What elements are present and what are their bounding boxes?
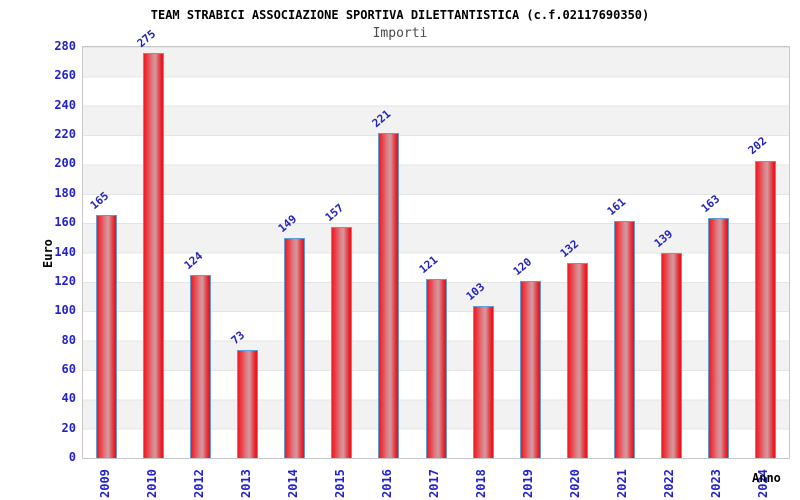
bar xyxy=(660,252,682,458)
x-tick-label: 2020 xyxy=(568,469,583,498)
x-tick-label: 2023 xyxy=(709,469,724,498)
y-tick-label: 280 xyxy=(54,39,76,53)
y-tick-label: 40 xyxy=(61,391,76,406)
x-tick-label: 2009 xyxy=(97,469,112,498)
y-tick-label: 240 xyxy=(54,97,76,112)
bar xyxy=(284,238,306,458)
x-tick-label: 2013 xyxy=(238,469,253,498)
y-tick-label: 140 xyxy=(54,244,76,259)
y-tick-label: 80 xyxy=(61,332,76,347)
x-tick-label: 2016 xyxy=(379,469,394,498)
y-tick-label: 60 xyxy=(61,361,76,376)
bar xyxy=(237,349,259,458)
bar xyxy=(143,53,165,458)
x-tick-label: 2012 xyxy=(191,469,206,498)
bar xyxy=(331,226,353,458)
bar xyxy=(378,132,400,458)
y-tick-label: 160 xyxy=(54,215,76,230)
bar xyxy=(519,280,541,458)
chart-subtitle: Importi xyxy=(372,26,428,41)
x-tick-label: 2022 xyxy=(662,469,677,498)
bar xyxy=(472,305,494,458)
x-tick-label: 2015 xyxy=(332,469,347,498)
bar xyxy=(96,214,118,458)
bar xyxy=(425,279,447,458)
plot-area xyxy=(82,46,790,459)
y-tick-label: 260 xyxy=(54,68,76,83)
y-tick-label: 0 xyxy=(68,450,76,464)
bar xyxy=(754,160,776,458)
x-tick-label: 2014 xyxy=(285,469,300,498)
y-tick-label: 220 xyxy=(54,127,76,142)
bar xyxy=(190,275,212,458)
y-tick-label: 200 xyxy=(54,156,76,171)
x-tick-label: 2017 xyxy=(427,469,441,498)
y-tick-label: 100 xyxy=(54,303,76,318)
chart-title: TEAM STRABICI ASSOCIAZIONE SPORTIVA DILE… xyxy=(150,8,650,22)
bar xyxy=(613,220,635,458)
x-tick-label: 2018 xyxy=(474,469,489,498)
x-tick-label: 2019 xyxy=(521,469,536,498)
y-tick-label: 120 xyxy=(54,273,76,288)
x-tick-label: 2010 xyxy=(144,469,159,498)
x-axis-title: Anno xyxy=(752,471,781,485)
bar xyxy=(707,217,729,458)
y-tick-label: 20 xyxy=(61,420,76,435)
x-tick-label: 2021 xyxy=(615,469,630,498)
y-tick-label: 180 xyxy=(54,185,76,200)
bar xyxy=(566,263,588,458)
